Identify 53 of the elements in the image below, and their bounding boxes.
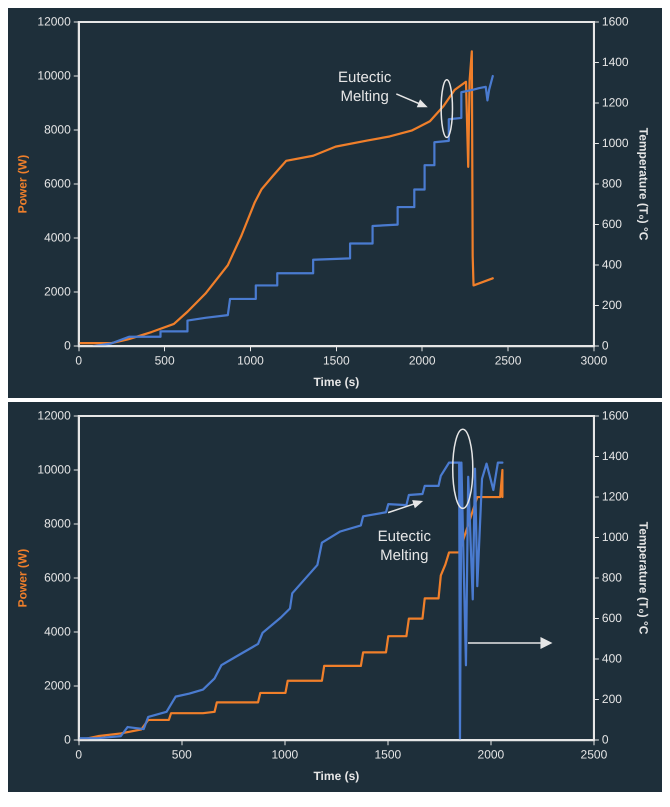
y2-tick-label: 400: [602, 257, 622, 272]
y-tick-label: 0: [64, 338, 72, 353]
y-tick-label: 6000: [44, 570, 72, 584]
y-tick-label: 10000: [37, 462, 72, 476]
y2-tick-label: 800: [602, 176, 622, 190]
y2-tick-label: 0: [602, 338, 609, 353]
y-tick-label: 12000: [37, 14, 72, 28]
y2-tick-label: 1000: [602, 530, 629, 544]
x-tick-label: 2000: [408, 354, 436, 368]
x-tick-label: 500: [154, 354, 175, 368]
y-axis-title: Power (W): [16, 154, 30, 214]
y2-tick-label: 800: [602, 570, 622, 584]
x-tick-label: 3000: [580, 354, 608, 368]
y-tick-label: 8000: [44, 122, 72, 136]
y-tick-label: 2000: [44, 284, 72, 298]
y-tick-label: 4000: [44, 624, 72, 638]
x-axis-title: Time (s): [313, 769, 360, 784]
y2-tick-label: 1600: [602, 14, 629, 28]
y2-tick-label: 1000: [602, 136, 629, 150]
y2-tick-label: 1200: [602, 95, 629, 110]
y2-tick-label: 1600: [602, 408, 629, 422]
x-tick-label: 500: [172, 748, 192, 762]
y2-tick-label: 1400: [602, 54, 629, 69]
x-tick-label: 2000: [478, 748, 505, 762]
x-tick-label: 1500: [322, 354, 350, 368]
y2-tick-label: 200: [602, 692, 622, 706]
x-tick-label: 1500: [374, 748, 402, 762]
y2-tick-label: 600: [602, 610, 622, 625]
annotation: Eutectic Melting: [376, 526, 432, 566]
y-axis-title: Power (W): [16, 548, 30, 608]
y2-tick-label: 0: [602, 732, 609, 747]
y-tick-label: 4000: [44, 230, 72, 244]
x-tick-label: 2500: [494, 354, 522, 368]
x-tick-label: 0: [75, 354, 82, 368]
x-axis-title: Time (s): [313, 375, 360, 390]
y2-tick-label: 600: [602, 216, 622, 231]
y2-axis-title: Temperature (T₀) °C: [636, 522, 650, 635]
x-tick-label: 1000: [271, 748, 298, 762]
x-tick-label: 1000: [237, 354, 264, 368]
y2-tick-label: 1200: [602, 489, 629, 504]
x-tick-label: 0: [75, 748, 82, 762]
y-tick-label: 8000: [44, 516, 72, 530]
y2-tick-label: 1400: [602, 448, 629, 463]
y-tick-label: 6000: [44, 176, 72, 190]
y-tick-label: 2000: [44, 678, 72, 692]
y2-axis-title: Temperature (T₀) °C: [636, 128, 650, 241]
y2-tick-label: 400: [602, 651, 622, 666]
y-tick-label: 0: [64, 732, 72, 747]
y-tick-label: 12000: [37, 408, 72, 422]
y-tick-label: 10000: [37, 68, 72, 82]
y2-tick-label: 200: [602, 298, 622, 312]
x-tick-label: 2500: [580, 748, 608, 762]
annotation: Eutectic Melting: [336, 68, 392, 107]
